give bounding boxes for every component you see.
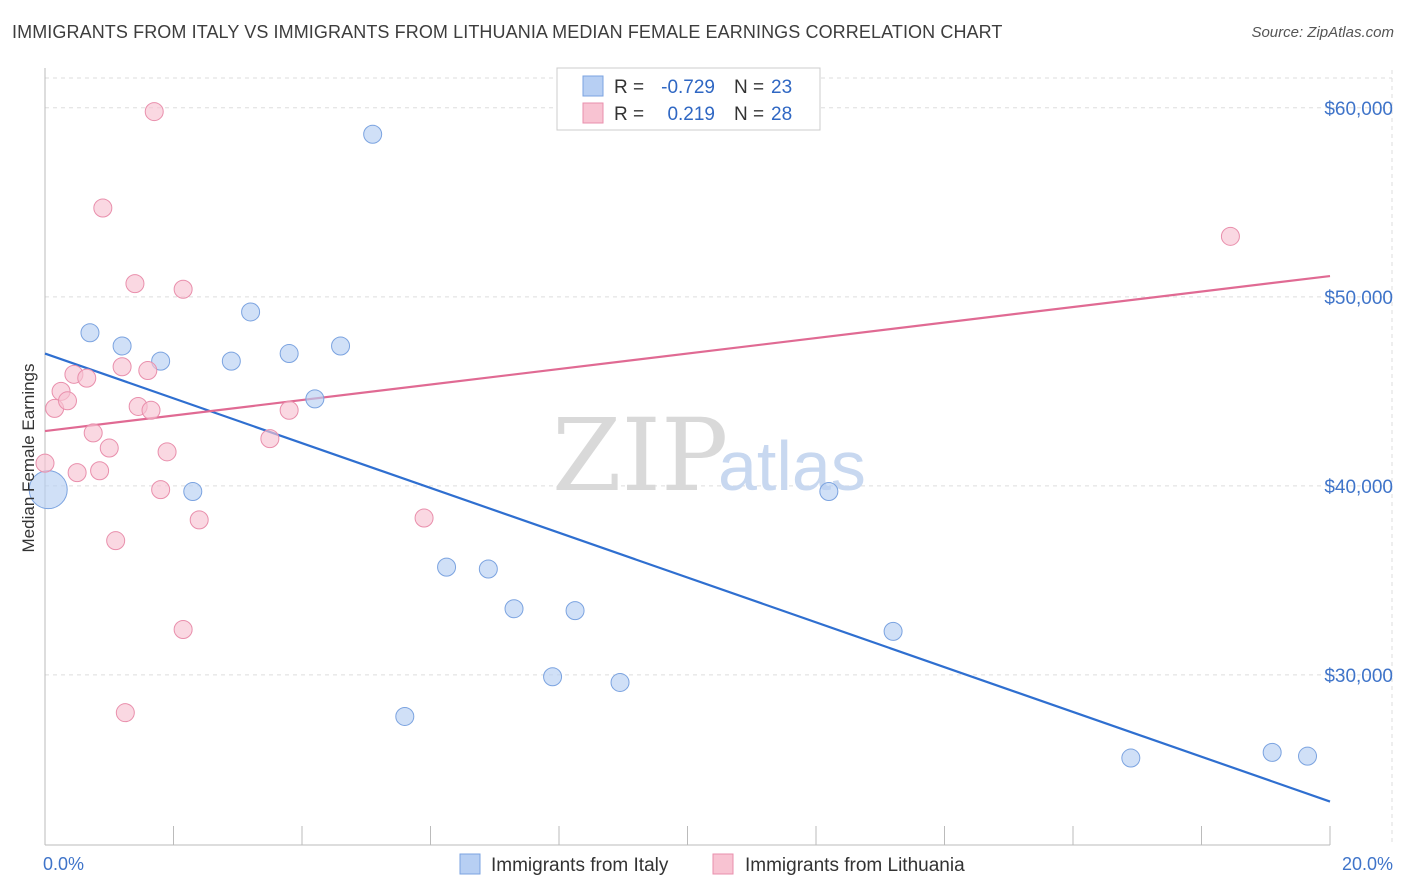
point-italy bbox=[1121, 748, 1141, 768]
point-italy bbox=[183, 482, 203, 502]
bottom-legend-label-lithuania: Immigrants from Lithuania bbox=[745, 855, 965, 876]
point-italy bbox=[819, 482, 839, 502]
point-italy bbox=[478, 559, 498, 579]
y-tick-label: $50,000 bbox=[1324, 288, 1393, 309]
x-tick-label-max: 20.0% bbox=[1342, 854, 1393, 874]
point-italy bbox=[305, 389, 325, 409]
point-lithuania bbox=[67, 463, 87, 483]
point-lithuania bbox=[173, 620, 193, 640]
legend-swatch-lithuania bbox=[582, 102, 604, 124]
legend-swatch-italy bbox=[582, 75, 604, 97]
point-italy bbox=[565, 601, 585, 621]
point-lithuania bbox=[414, 508, 434, 528]
point-italy bbox=[395, 706, 415, 726]
legend-r-value-lithuania: 0.219 bbox=[667, 104, 715, 125]
legend-n-value-lithuania: 28 bbox=[771, 104, 792, 125]
point-lithuania bbox=[144, 102, 164, 122]
point-italy bbox=[543, 667, 563, 687]
y-tick-label: $40,000 bbox=[1324, 477, 1393, 498]
chart-title: IMMIGRANTS FROM ITALY VS IMMIGRANTS FROM… bbox=[12, 22, 1003, 42]
point-italy bbox=[112, 336, 132, 356]
watermark-zip: ZIP bbox=[552, 397, 728, 514]
point-italy bbox=[437, 557, 457, 577]
point-lithuania bbox=[260, 429, 280, 449]
point-lithuania bbox=[157, 442, 177, 462]
trend-line-lithuania bbox=[44, 274, 1331, 433]
legend-n-label-lithuania: N = bbox=[734, 104, 764, 125]
point-italy bbox=[151, 351, 171, 371]
watermark-atlas: atlas bbox=[718, 427, 866, 505]
point-italy bbox=[80, 323, 100, 343]
point-lithuania bbox=[93, 198, 113, 218]
point-lithuania bbox=[141, 400, 161, 420]
point-lithuania bbox=[173, 279, 193, 299]
point-lithuania bbox=[35, 453, 55, 473]
trend-lines bbox=[44, 274, 1331, 803]
point-italy bbox=[1298, 746, 1318, 766]
point-lithuania bbox=[125, 274, 145, 294]
point-italy bbox=[363, 124, 383, 144]
point-lithuania bbox=[279, 400, 299, 420]
point-italy bbox=[279, 344, 299, 364]
point-lithuania bbox=[138, 361, 158, 381]
point-lithuania bbox=[151, 480, 171, 500]
legend-r-label-italy: R = bbox=[614, 77, 644, 98]
y-axis-label: Median Female Earnings bbox=[19, 364, 38, 553]
y-tick-labels: $30,000 $40,000 $50,000 $60,000 bbox=[1324, 99, 1393, 687]
x-tick-labels: 0.0% 20.0% bbox=[43, 854, 1393, 874]
legend-n-label-italy: N = bbox=[734, 77, 764, 98]
gridlines bbox=[45, 70, 1393, 845]
point-lithuania bbox=[1220, 226, 1240, 246]
point-lithuania bbox=[57, 391, 77, 411]
point-italy bbox=[610, 672, 630, 692]
point-lithuania bbox=[90, 461, 110, 481]
point-italy bbox=[331, 336, 351, 356]
watermark: ZIP atlas bbox=[552, 397, 866, 514]
legend-n-value-italy: 23 bbox=[771, 77, 792, 98]
data-points bbox=[28, 102, 1318, 768]
point-lithuania bbox=[112, 357, 132, 377]
point-italy bbox=[1262, 742, 1282, 762]
point-lithuania bbox=[115, 703, 135, 723]
point-italy bbox=[241, 302, 261, 322]
x-tick-label-min: 0.0% bbox=[43, 854, 84, 874]
trend-line-italy bbox=[44, 352, 1331, 803]
legend: R = -0.729 N = 23 R = 0.219 N = 28 bbox=[556, 67, 821, 131]
source-label: Source: ZipAtlas.com bbox=[1251, 24, 1394, 41]
bottom-legend-swatch-lithuania bbox=[712, 853, 734, 875]
point-lithuania bbox=[77, 368, 97, 388]
point-lithuania bbox=[189, 510, 209, 530]
point-italy bbox=[883, 621, 903, 641]
bottom-legend-swatch-italy bbox=[459, 853, 481, 875]
legend-r-label-lithuania: R = bbox=[614, 104, 644, 125]
legend-r-value-italy: -0.729 bbox=[661, 77, 715, 98]
point-lithuania bbox=[99, 438, 119, 458]
point-lithuania bbox=[106, 531, 126, 551]
point-lithuania bbox=[83, 423, 103, 443]
y-tick-label: $60,000 bbox=[1324, 99, 1393, 120]
bottom-legend: Immigrants from Italy Immigrants from Li… bbox=[459, 853, 965, 876]
point-italy bbox=[221, 351, 241, 371]
point-italy bbox=[504, 599, 524, 619]
bottom-legend-label-italy: Immigrants from Italy bbox=[491, 855, 669, 876]
y-tick-label: $30,000 bbox=[1324, 666, 1393, 687]
